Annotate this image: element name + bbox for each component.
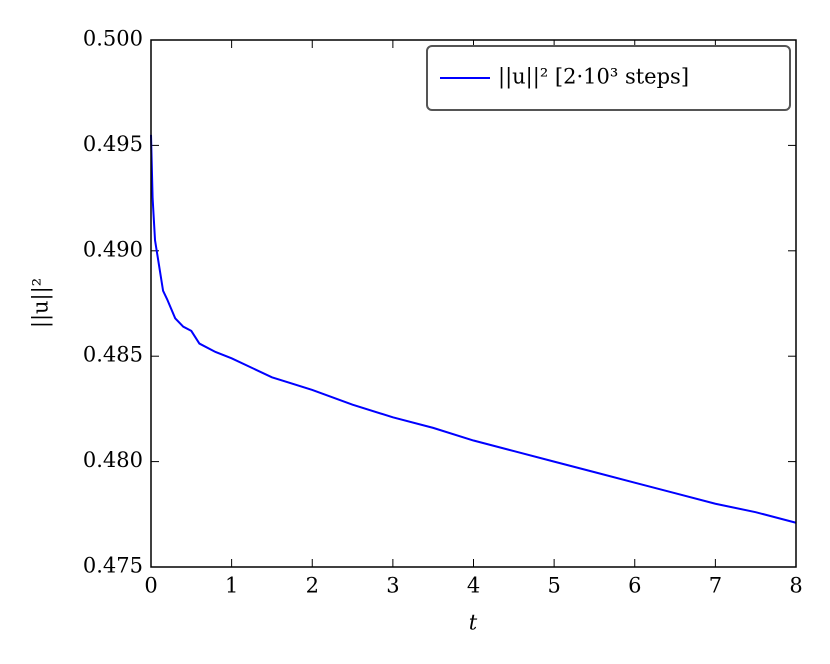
y-tick-label: 0.485 — [83, 343, 143, 367]
x-tick-label: 2 — [306, 574, 319, 598]
y-tick-label: 0.495 — [83, 132, 143, 156]
x-tick-label: 1 — [225, 574, 238, 598]
x-tick-label: 0 — [144, 574, 157, 598]
x-axis-label: t — [469, 611, 478, 635]
x-tick-label: 4 — [467, 574, 480, 598]
line — [150, 134, 797, 524]
y-tick-label: 0.480 — [83, 448, 143, 472]
x-tick-label: 7 — [709, 574, 722, 598]
plot-frame — [150, 39, 797, 568]
legend-label: ||u||² [2·10³ steps] — [498, 65, 689, 90]
x-tick-label: 5 — [547, 574, 560, 598]
legend-box — [426, 45, 791, 111]
x-tick-label: 8 — [789, 574, 802, 598]
x-tick-label: 3 — [386, 574, 399, 598]
y-tick-label: 0.490 — [83, 237, 143, 261]
y-tick-label: 0.475 — [83, 554, 143, 578]
y-tick-label: 0.500 — [83, 27, 143, 51]
x-tick-label: 6 — [628, 574, 641, 598]
y-axis-label: ||u||² — [29, 278, 54, 328]
